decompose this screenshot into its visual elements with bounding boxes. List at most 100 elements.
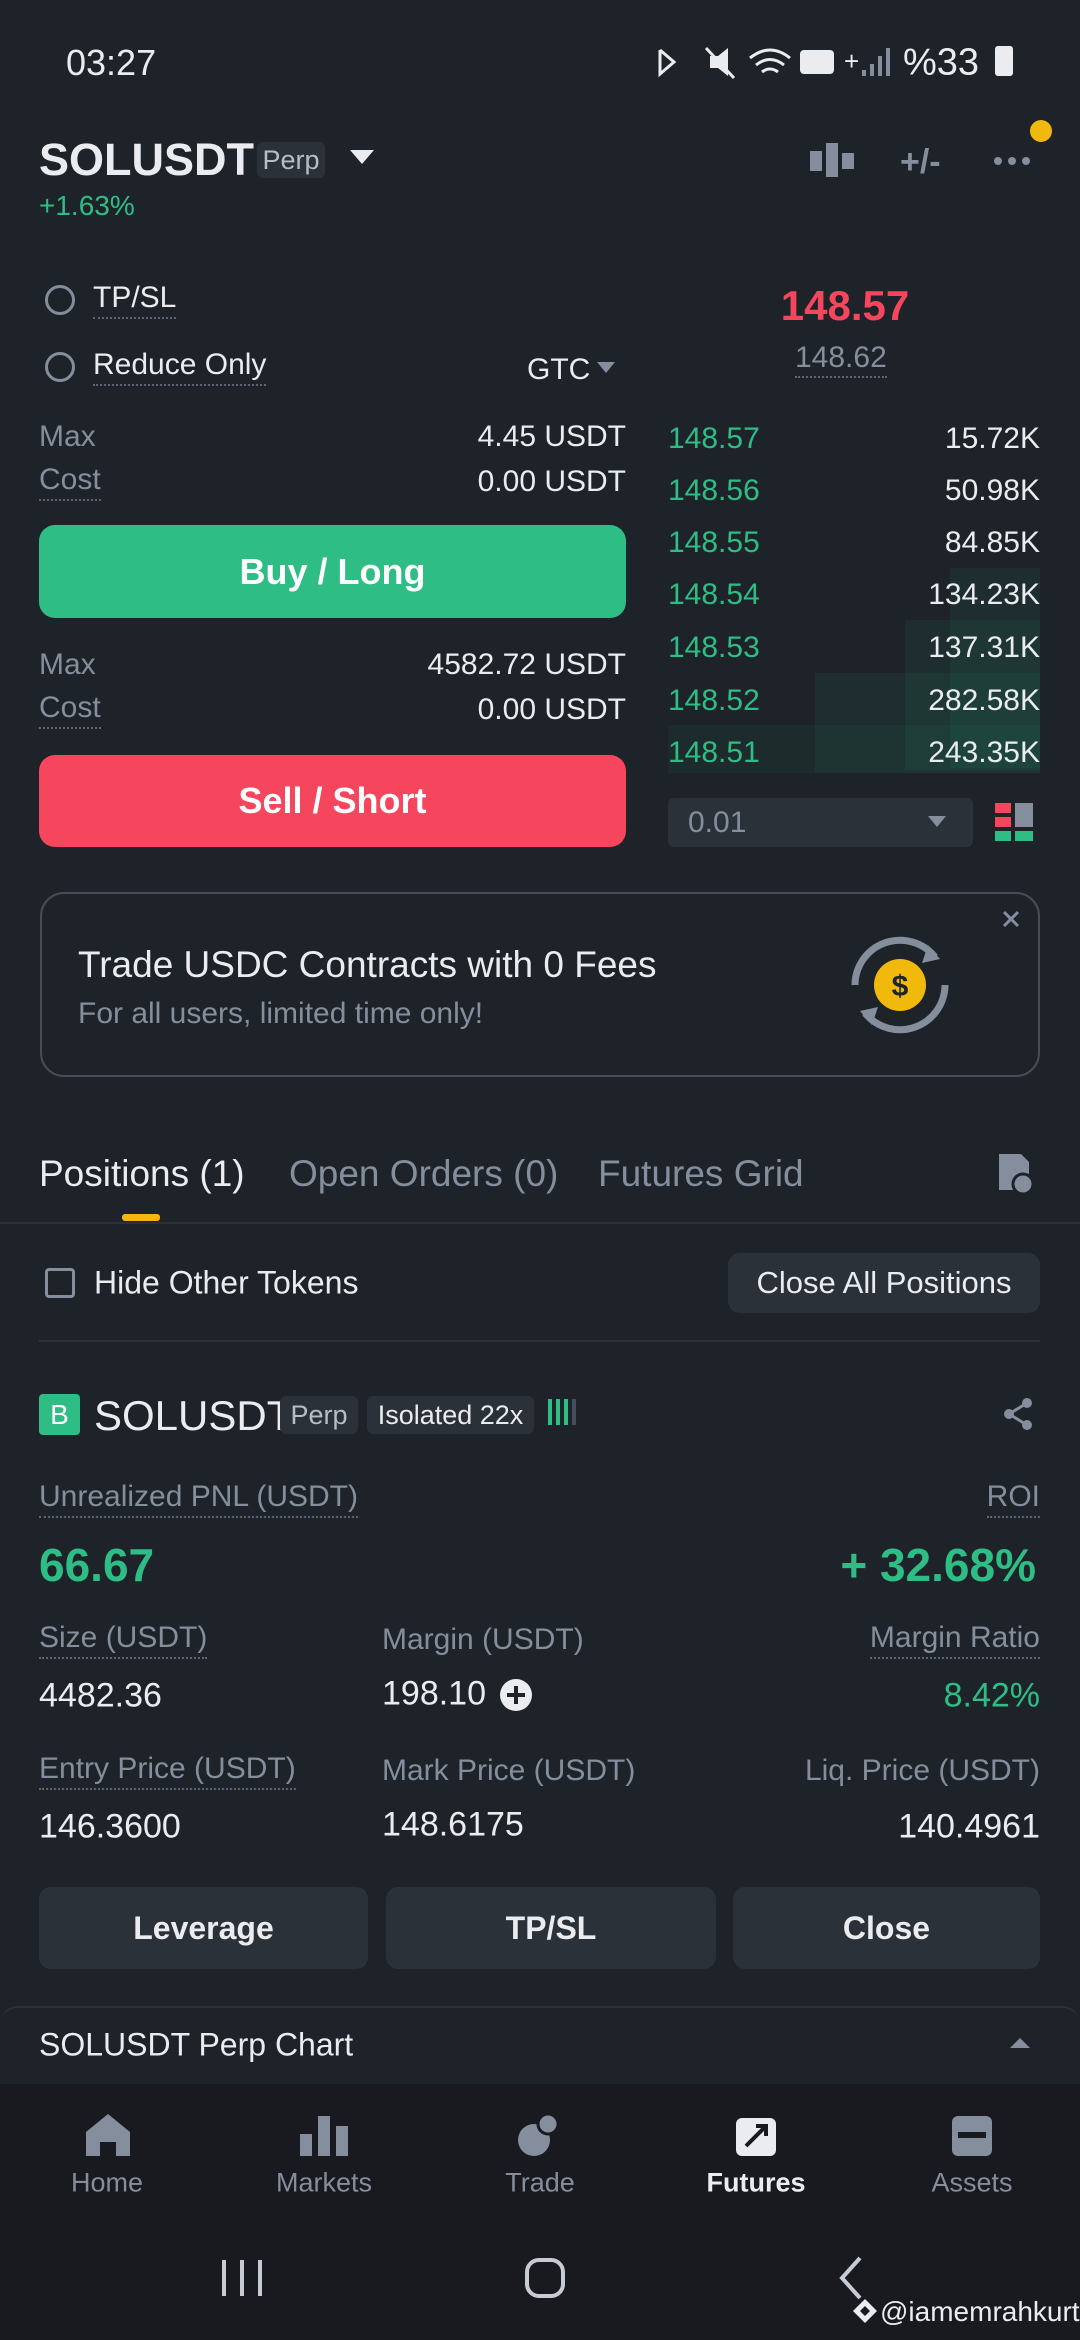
buy-button[interactable]: Buy / Long [39, 525, 626, 618]
divider [0, 1222, 1080, 1224]
book-price[interactable]: 148.52 [668, 684, 760, 717]
sell-cost-value: 0.00 USDT [477, 693, 626, 726]
banner-icon: $ [851, 936, 949, 1034]
book-price[interactable]: 148.54 [668, 578, 760, 611]
close-button[interactable]: Close [733, 1887, 1040, 1969]
book-amount: 84.85K [944, 526, 1040, 559]
svg-text:+: + [844, 46, 859, 76]
tab-indicator [122, 1214, 160, 1221]
tif-dropdown[interactable] [597, 362, 615, 374]
pnl-label: Unrealized PNL (USDT) [39, 1480, 358, 1518]
perp-badge: Perp [257, 142, 325, 178]
sell-cost-label: Cost [39, 691, 101, 729]
reduce-only-radio[interactable] [45, 352, 75, 382]
mark-price-text: 148.62 [795, 341, 887, 378]
book-amount: 282.58K [928, 684, 1040, 717]
tpsl-radio[interactable] [45, 285, 75, 315]
roi-label: ROI [986, 1480, 1040, 1518]
book-amount: 243.35K [928, 736, 1040, 769]
svg-text:+/-: +/- [900, 143, 941, 181]
leverage-button[interactable]: Leverage [39, 1887, 368, 1969]
step-select[interactable] [668, 798, 973, 847]
buy-cost-label: Cost [39, 463, 101, 501]
banner-subtitle: For all users, limited time only! [78, 997, 484, 1030]
book-price[interactable]: 148.57 [668, 422, 760, 455]
history-icon[interactable] [995, 1150, 1035, 1196]
step-dropdown[interactable] [928, 816, 946, 828]
field-label: Entry Price (USDT) [39, 1752, 296, 1790]
svg-text:$: $ [892, 970, 909, 1003]
field-value: 198.10 [382, 1674, 486, 1713]
price-change: +1.63% [39, 190, 135, 221]
nav-futures[interactable]: Futures [706, 2167, 806, 2198]
bottom-nav [0, 2084, 1080, 2240]
field-value: 4482.36 [39, 1676, 162, 1715]
book-amount: 134.23K [928, 578, 1040, 611]
depth-bar [905, 620, 1040, 770]
sell-max-value: 4582.72 USDT [427, 648, 626, 681]
pnl-value: 66.67 [39, 1539, 155, 1591]
book-price[interactable]: 148.56 [668, 474, 760, 507]
adl-indicator [548, 1399, 576, 1425]
field-value: 8.42% [943, 1676, 1040, 1715]
field-label: Size (USDT) [39, 1621, 208, 1659]
field-label: Margin (USDT) [382, 1623, 584, 1656]
depth-bar [815, 673, 1040, 773]
tab-positions[interactable]: Positions (1) [39, 1153, 245, 1194]
header-actions[interactable]: +/- [800, 135, 1060, 185]
status-icons: + [658, 46, 890, 80]
watermark-logo [853, 2299, 877, 2323]
chart-drawer-toggle[interactable] [1010, 2036, 1030, 2050]
system-nav[interactable] [0, 2240, 1080, 2340]
promo-banner[interactable] [40, 892, 1040, 1077]
chart-drawer[interactable] [0, 2006, 1080, 2084]
position-perp-badge: Perp [280, 1396, 358, 1434]
status-time: 03:27 [66, 42, 157, 83]
side-badge: B [39, 1394, 80, 1435]
margin-mode-badge: Isolated 22x [367, 1396, 534, 1434]
last-price: 148.57 [780, 282, 910, 329]
field-label: Liq. Price (USDT) [804, 1754, 1040, 1787]
roi-value: + 32.68% [840, 1539, 1036, 1591]
reduce-only-label[interactable]: Reduce Only [93, 348, 267, 386]
tpsl-button[interactable]: TP/SL [386, 1887, 716, 1969]
close-all-button[interactable]: Close All Positions [728, 1253, 1040, 1313]
hide-checkbox[interactable] [45, 1268, 75, 1298]
tab-open-orders[interactable]: Open Orders (0) [289, 1153, 559, 1194]
nav-markets[interactable]: Markets [275, 2167, 373, 2198]
share-icon[interactable] [1003, 1398, 1033, 1430]
nav-home[interactable]: Home [70, 2167, 144, 2198]
book-amount: 50.98K [944, 474, 1040, 507]
book-price[interactable]: 148.51 [668, 736, 760, 769]
buy-cost-value: 0.00 USDT [477, 465, 626, 498]
nav-icons [86, 2112, 992, 2156]
divider [39, 1340, 1040, 1342]
position-symbol[interactable]: SOLUSDT [94, 1392, 293, 1439]
symbol[interactable]: SOLUSDT [39, 134, 255, 185]
field-label: Margin Ratio [869, 1621, 1040, 1659]
book-amount: 15.72K [944, 422, 1040, 455]
time-in-force[interactable]: GTC [527, 353, 591, 386]
hide-label[interactable]: Hide Other Tokens [94, 1264, 359, 1301]
battery-level: %33 [903, 41, 980, 84]
field-value: 140.4961 [898, 1807, 1040, 1846]
nav-trade[interactable]: Trade [505, 2167, 575, 2198]
book-layout-toggle[interactable] [995, 803, 1035, 843]
mark-price: 148.62 [795, 341, 887, 378]
nav-assets[interactable]: Assets [931, 2167, 1013, 2198]
sell-button[interactable]: Sell / Short [39, 755, 626, 847]
field-label: Mark Price (USDT) [382, 1754, 636, 1787]
field-value: 146.3600 [39, 1807, 181, 1846]
chart-drawer-label[interactable]: SOLUSDT Perp Chart [39, 2026, 354, 2063]
book-price[interactable]: 148.55 [668, 526, 760, 559]
add-margin-button[interactable] [499, 1678, 533, 1712]
tpsl-label[interactable]: TP/SL [93, 281, 177, 319]
sell-max-label: Max [39, 648, 96, 681]
banner-close[interactable] [1002, 910, 1020, 928]
symbol-dropdown[interactable] [350, 150, 374, 166]
depth-bar [668, 725, 1040, 773]
book-price[interactable]: 148.53 [668, 631, 760, 664]
step-value[interactable]: 0.01 [688, 806, 747, 839]
tab-futures-grid[interactable]: Futures Grid [598, 1153, 804, 1194]
